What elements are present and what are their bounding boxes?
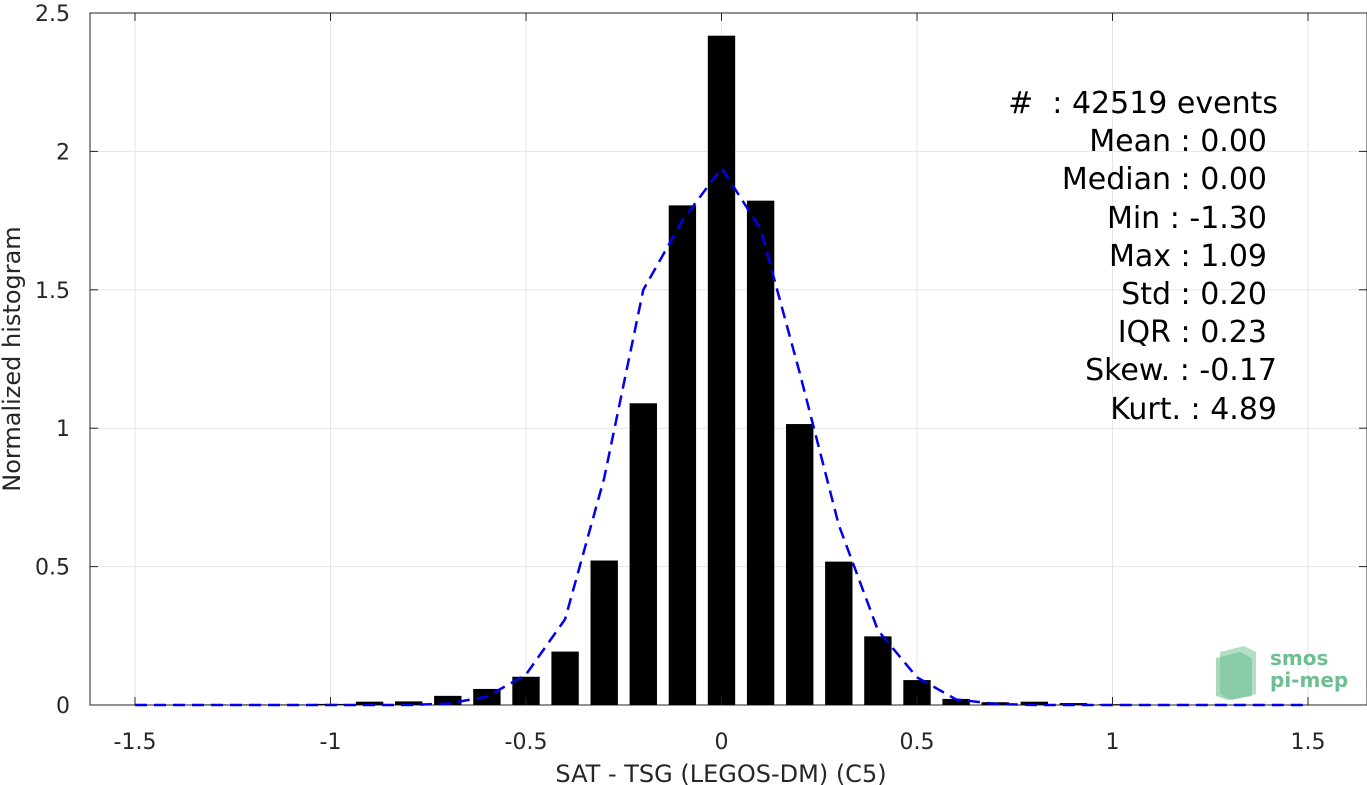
histogram-bar (746, 200, 775, 705)
stat-line: Skew. : -0.17 (1085, 353, 1277, 389)
histogram-bar (434, 695, 462, 705)
histogram-bar (942, 698, 970, 705)
histogram-bar (1020, 701, 1048, 705)
histogram-bar (825, 561, 853, 705)
logo-line-2: pi-mep (1270, 668, 1349, 692)
y-tick-label: 0 (56, 694, 70, 719)
histogram-bar (864, 636, 892, 705)
stat-line: Kurt. : 4.89 (1110, 391, 1277, 427)
y-axis-label: Normalized histogram (0, 226, 26, 491)
stat-line: IQR : 0.23 (1117, 315, 1267, 351)
histogram-bar (355, 701, 384, 705)
y-tick-label: 2.5 (35, 2, 70, 27)
histogram-bar (551, 651, 579, 705)
histogram-bar (668, 205, 697, 705)
logo-icon (1216, 646, 1256, 700)
x-tick-label: 0.5 (900, 730, 935, 755)
y-axis-ticks: 0 0.5 1 1.5 2 2.5 (35, 2, 1367, 719)
stat-line: Min : -1.30 (1106, 200, 1267, 236)
x-tick-label: 1 (1106, 730, 1120, 755)
y-tick-label: 2 (56, 140, 70, 165)
x-tick-label: 0 (715, 730, 729, 755)
y-tick-label: 1.5 (35, 279, 70, 304)
x-tick-label: -1.5 (114, 730, 157, 755)
x-axis-ticks: -1.5 -1 -0.5 0 0.5 1 1.5 (114, 13, 1326, 755)
y-tick-label: 1 (56, 417, 70, 442)
smos-pi-mep-logo: smos pi-mep (1214, 644, 1354, 700)
histogram-bar (395, 701, 423, 705)
x-tick-label: -0.5 (505, 730, 548, 755)
histogram-bar (707, 35, 736, 705)
histogram-bar (590, 560, 618, 705)
stat-line: Max : 1.09 (1109, 238, 1267, 274)
logo-text: smos pi-mep (1270, 647, 1348, 691)
stat-line: Std : 0.20 (1121, 277, 1267, 312)
stat-line: # : 42519 events (1008, 86, 1278, 121)
histogram-bar (629, 403, 657, 705)
x-tick-label: 1.5 (1291, 730, 1326, 755)
x-tick-label: -1 (320, 730, 342, 755)
stat-line: Mean : 0.00 (1089, 124, 1267, 160)
histogram-bar (786, 424, 814, 705)
stat-line: Median : 0.00 (1061, 162, 1267, 198)
histogram-bars (199, 35, 1127, 705)
y-tick-label: 0.5 (35, 556, 70, 581)
logo-line-1: smos (1270, 646, 1329, 670)
x-axis-label: SAT - TSG (LEGOS-DM) (C5) (555, 760, 886, 785)
